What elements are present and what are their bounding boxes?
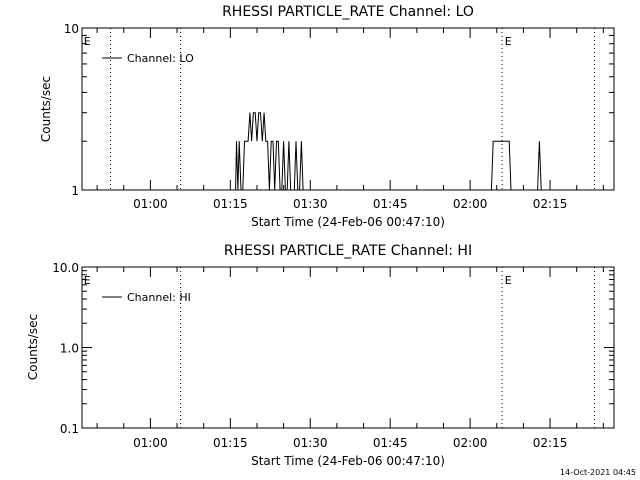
x-axis-label: Start Time (24-Feb-06 00:47:10) — [251, 215, 445, 229]
plot-frame — [81, 27, 615, 191]
event-marker-label: E — [505, 274, 512, 287]
x-tick-label: 01:00 — [133, 436, 168, 450]
x-tick-label: 01:00 — [133, 197, 168, 211]
x-tick-label: 01:30 — [293, 197, 328, 211]
x-tick-label: 02:00 — [453, 197, 488, 211]
series-line-1 — [235, 112, 543, 190]
y-tick-label: 1.0 — [60, 342, 79, 356]
chart-panel-1: RHESSI PARTICLE_RATE Channel: LO 1 10 01:00… — [39, 4, 615, 229]
y-tick-label: 1 — [71, 184, 79, 198]
x-tick-label: 01:30 — [293, 436, 328, 450]
x-tick-label: 02:15 — [533, 436, 568, 450]
chart-panel-2: RHESSI PARTICLE_RATE Channel: HI 0.1 1.0 10… — [26, 243, 615, 468]
chart-title: RHESSI PARTICLE_RATE Channel: HI — [224, 243, 472, 259]
timestamp-stamp: 14-Oct-2021 04:45 — [560, 468, 636, 477]
legend-label: Channel: LO — [127, 52, 194, 65]
y-tick-label: 0.1 — [60, 422, 79, 436]
event-marker-label: E — [84, 274, 91, 287]
x-tick-label: 02:15 — [533, 197, 568, 211]
x-tick-label: 01:15 — [213, 197, 248, 211]
y-tick-label: 10 — [64, 22, 79, 36]
x-tick-label: 01:45 — [373, 197, 408, 211]
x-axis-label: Start Time (24-Feb-06 00:47:10) — [251, 454, 445, 468]
chart-title: RHESSI PARTICLE_RATE Channel: LO — [222, 4, 474, 20]
y-tick-label: 10.0 — [52, 261, 79, 275]
x-tick-label: 01:45 — [373, 436, 408, 450]
event-marker-label: E — [505, 35, 512, 48]
y-axis-label: Counts/sec — [26, 314, 40, 380]
event-marker-label: E — [84, 35, 91, 48]
x-tick-label: 02:00 — [453, 436, 488, 450]
x-tick-label: 01:15 — [213, 436, 248, 450]
y-axis-label: Counts/sec — [39, 76, 53, 142]
legend-label: Channel: HI — [127, 291, 191, 304]
